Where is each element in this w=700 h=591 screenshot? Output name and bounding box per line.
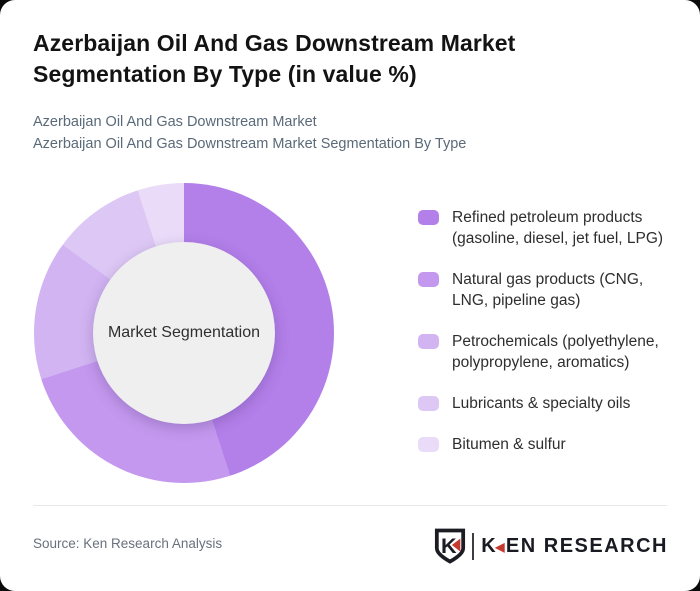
source-text: Source: Ken Research Analysis — [33, 536, 223, 551]
legend: Refined petroleum products (gasoline, di… — [418, 207, 668, 455]
ken-research-logo: K K ◀ EN RESEARCH — [434, 527, 668, 565]
subtitle-line-2: Azerbaijan Oil And Gas Downstream Market… — [33, 136, 467, 152]
shield-letter: K — [441, 533, 457, 558]
brand-triangle-icon: ◀ — [495, 539, 506, 554]
legend-swatch — [418, 437, 439, 452]
brand-rest: EN RESEARCH — [505, 534, 668, 557]
ken-shield-icon: K — [435, 528, 466, 564]
legend-item-lubricants: Lubricants & specialty oils — [418, 393, 668, 414]
legend-swatch — [418, 396, 439, 411]
shield-triangle-icon — [452, 538, 461, 552]
legend-item-label: Refined petroleum products (gasoline, di… — [452, 209, 664, 247]
brand-text: K ◀ EN RESEARCH — [481, 535, 668, 558]
subtitle-line-1: Azerbaijan Oil And Gas Downstream Market — [33, 114, 317, 130]
page-title: Azerbaijan Oil And Gas Downstream Market… — [33, 30, 516, 87]
brand-first-letter: K — [481, 534, 498, 557]
footer-divider — [33, 505, 667, 506]
subtitle-block: Azerbaijan Oil And Gas Downstream Market… — [33, 111, 653, 155]
donut-chart: Market Segmentation — [34, 183, 334, 483]
donut-center: Market Segmentation — [93, 242, 275, 424]
legend-item-label: Natural gas products (CNG, LNG, pipeline… — [452, 271, 644, 309]
legend-swatch — [418, 334, 439, 349]
legend-item-petrochemicals: Petrochemicals (polyethylene, polypropyl… — [418, 331, 668, 373]
legend-item-natural-gas: Natural gas products (CNG, LNG, pipeline… — [418, 269, 668, 311]
legend-item-label: Lubricants & specialty oils — [452, 395, 631, 412]
legend-swatch — [418, 272, 439, 287]
legend-swatch — [418, 210, 439, 225]
legend-item-refined-petroleum: Refined petroleum products (gasoline, di… — [418, 207, 668, 249]
legend-item-label: Bitumen & sulfur — [452, 436, 566, 453]
legend-item-bitumen: Bitumen & sulfur — [418, 434, 668, 455]
logo-divider — [472, 532, 475, 560]
donut-center-label: Market Segmentation — [107, 324, 261, 341]
legend-item-label: Petrochemicals (polyethylene, polypropyl… — [452, 333, 659, 371]
